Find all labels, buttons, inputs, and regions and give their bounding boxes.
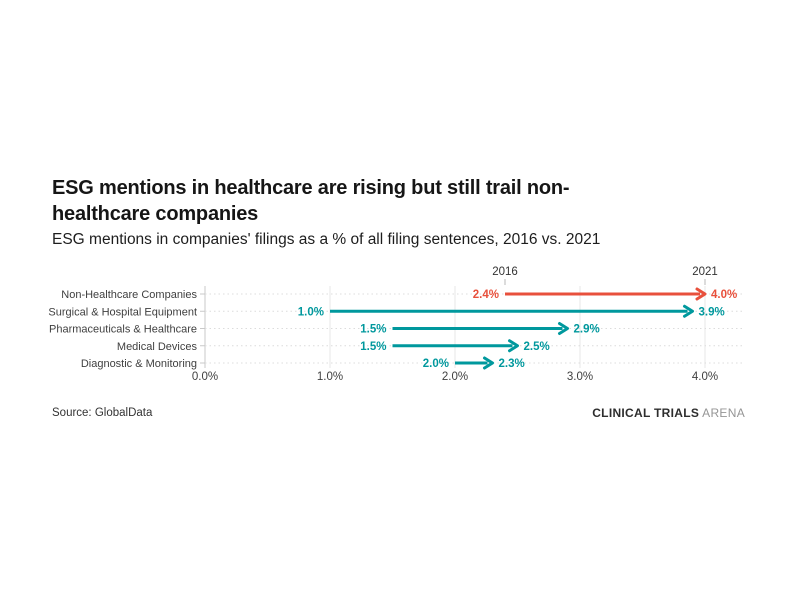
page-title: ESG mentions in healthcare are rising bu… <box>52 175 732 227</box>
x-tick-label: 2.0% <box>442 371 468 383</box>
page-title-line1: ESG mentions in healthcare are rising bu… <box>52 177 570 199</box>
year-label: 2016 <box>492 266 518 278</box>
x-tick-label: 1.0% <box>317 371 343 383</box>
source-note: Source: GlobalData <box>52 407 153 419</box>
category-label: Surgical & Hospital Equipment <box>48 306 197 318</box>
value-label-to: 4.0% <box>711 289 737 301</box>
arrow-head <box>508 339 519 353</box>
category-label: Non-Healthcare Companies <box>61 289 197 301</box>
arrow-head <box>483 356 494 370</box>
value-label-to: 2.9% <box>574 324 600 336</box>
arrow-head <box>558 322 569 335</box>
value-label-to: 2.5% <box>524 341 550 353</box>
arrow-head <box>695 287 707 301</box>
value-label-from: 1.0% <box>298 306 324 318</box>
category-label: Diagnostic & Monitoring <box>81 358 197 370</box>
page-title-line2: healthcare companies <box>52 203 259 225</box>
brand-name-secondary: ARENA <box>702 406 745 420</box>
value-label-from: 2.4% <box>473 289 499 301</box>
year-label: 2021 <box>692 266 718 278</box>
x-tick-label: 3.0% <box>567 371 593 383</box>
category-label: Medical Devices <box>117 341 198 353</box>
value-label-from: 2.0% <box>423 358 449 370</box>
arrow-head <box>683 304 694 318</box>
page-subtitle: ESG mentions in companies' filings as a … <box>52 231 601 248</box>
arrow-chart: 0.0% 1.0% 2.0% 3.0% 4.0% 2016 2021 Non-Healthca… <box>48 266 745 383</box>
category-label: Pharmaceuticals & Healthcare <box>49 324 197 336</box>
brand-name-primary: CLINICAL TRIALS <box>592 406 700 420</box>
value-label-to: 2.3% <box>499 358 525 370</box>
brand-logo: CLINICAL TRIALS ARENA <box>592 406 745 420</box>
value-label-from: 1.5% <box>360 324 386 336</box>
x-tick-label: 0.0% <box>192 371 218 383</box>
value-label-to: 3.9% <box>699 306 725 318</box>
value-label-from: 1.5% <box>360 341 386 353</box>
x-tick-label: 4.0% <box>692 371 718 383</box>
